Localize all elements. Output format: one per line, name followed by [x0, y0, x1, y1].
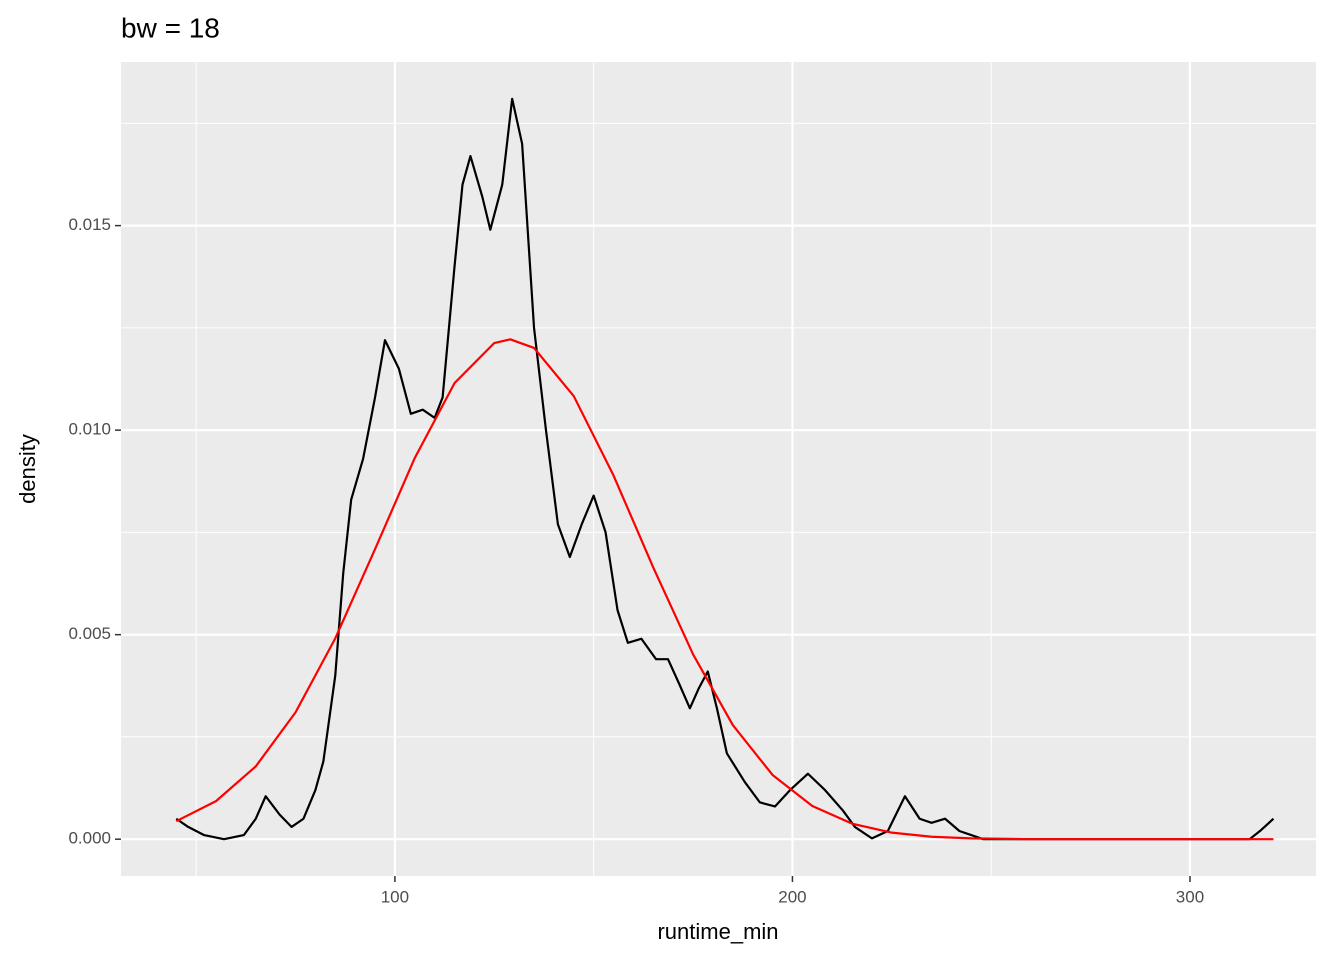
y-tick-label: 0.010 — [68, 420, 111, 439]
chart-title: bw = 18 — [121, 12, 220, 43]
panel — [121, 62, 1316, 876]
density-line — [175, 97, 1275, 841]
x-tick-label: 200 — [778, 887, 806, 906]
density-line — [175, 338, 1274, 841]
y-tick-label: 0.005 — [68, 624, 111, 643]
y-tick-label: 0.000 — [68, 829, 111, 848]
y-tick-label: 0.015 — [68, 215, 111, 234]
x-axis-label: runtime_min — [657, 919, 778, 944]
x-tick-label: 100 — [381, 887, 409, 906]
x-tick-label: 300 — [1176, 887, 1204, 906]
y-axis-label: density — [15, 434, 40, 504]
